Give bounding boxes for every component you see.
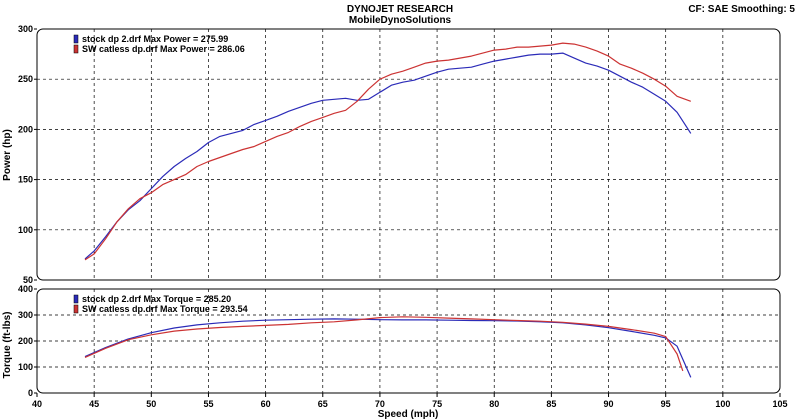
power-series-line-stock	[84, 52, 692, 260]
power-y-tick-label: 300	[18, 24, 33, 34]
x-tick-label: 95	[661, 399, 671, 409]
power-panel: 50 100 150 200 250 300 stock dp 2.drf Max Powe…	[18, 24, 781, 285]
chart-subtitle: MobileDynoSolutions	[349, 15, 452, 26]
torque-y-tick-label: 200	[18, 336, 33, 346]
x-tick-label: 85	[546, 399, 556, 409]
torque-series-line-catless	[84, 316, 684, 372]
x-tick-label: 45	[89, 399, 99, 409]
x-tick-label: 40	[32, 399, 42, 409]
torque-y-tick-label: 100	[18, 362, 33, 372]
torque-y-tick-label: 400	[18, 284, 33, 294]
torque-axis-label: Torque (ft-lbs)	[2, 311, 13, 378]
legend-swatch	[73, 304, 79, 314]
chart-title: DYNOJET RESEARCH	[347, 4, 453, 15]
torque-y-tick-label: 300	[18, 310, 33, 320]
legend-swatch	[73, 294, 79, 304]
x-tick-label: 75	[432, 399, 442, 409]
power-y-tick-label: 100	[18, 225, 33, 235]
correction-info: CF: SAE Smoothing: 5	[688, 4, 795, 15]
x-tick-label: 55	[203, 399, 213, 409]
legend-entry: stock dp 2.drf Max Torque = 285.20	[82, 294, 231, 304]
x-tick-label: 65	[318, 399, 328, 409]
legend-entry: stock dp 2.drf Max Power = 275.99	[82, 34, 228, 44]
power-plot-frame	[36, 28, 781, 281]
x-tick-label: 70	[375, 399, 385, 409]
power-y-tick-label: 50	[23, 275, 33, 285]
power-series-line-catless	[84, 42, 692, 261]
torque-y-tick-label: 0	[28, 388, 33, 398]
power-axis-label: Power (hp)	[2, 129, 13, 181]
torque-series-line-stock	[84, 318, 692, 378]
x-tick-label: 105	[772, 399, 787, 409]
power-y-tick-label: 200	[18, 124, 33, 134]
legend-entry: SW catless dp.drf Max Power = 286.06	[82, 44, 245, 54]
legend-swatch	[73, 34, 79, 44]
power-y-tick-label: 250	[18, 74, 33, 84]
power-y-tick-label: 150	[18, 175, 33, 185]
x-tick-label: 80	[489, 399, 499, 409]
torque-panel: 0 100 200 300 400 40 45 50 55 60 65 70 75 80 85 90 95 100…	[18, 284, 788, 409]
x-tick-label: 60	[261, 399, 271, 409]
x-axis-label: Speed (mph)	[378, 409, 439, 420]
legend-swatch	[73, 44, 79, 54]
x-tick-label: 90	[604, 399, 614, 409]
x-tick-label: 50	[146, 399, 156, 409]
x-tick-label: 100	[715, 399, 730, 409]
legend-entry: SW catless dp.drf Max Torque = 293.54	[82, 304, 248, 314]
